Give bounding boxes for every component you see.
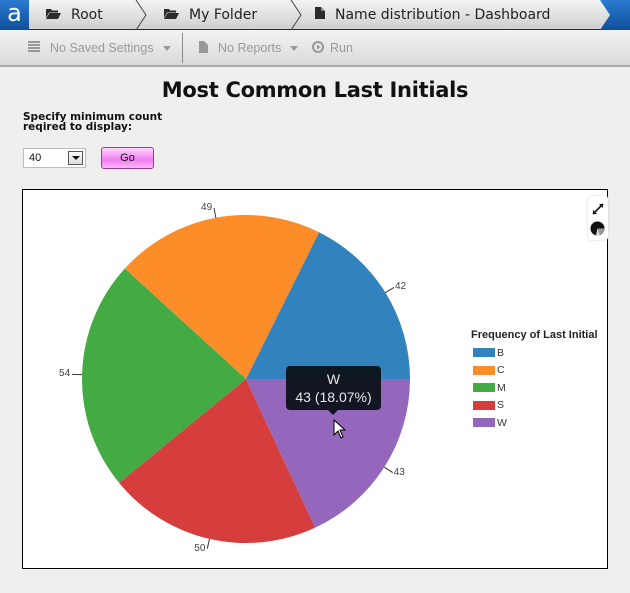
breadcrumb-root-label: Root (71, 7, 103, 23)
min-count-label-line1: Specify minimum count (23, 111, 163, 123)
go-button[interactable]: Go (101, 147, 154, 169)
dropdown-arrow-icon[interactable] (68, 151, 83, 165)
legend-label: S (497, 399, 505, 412)
document-icon (315, 7, 325, 23)
data-label-s: 50 (194, 542, 206, 554)
legend-title: Frequency of Last Initial (471, 329, 598, 341)
toolbar: No Saved Settings No Reports Run (0, 31, 630, 67)
pie-slice-w[interactable] (246, 379, 410, 528)
legend-swatch (473, 400, 495, 410)
legend-swatch (473, 348, 495, 358)
breadcrumb-separator-icon (290, 0, 302, 30)
legend-item-w[interactable]: W (471, 414, 598, 432)
min-count-label: Specify minimum count reqired to display… (23, 111, 163, 133)
saved-settings-dropdown[interactable]: No Saved Settings (28, 31, 171, 65)
min-count-select[interactable]: 40 (23, 148, 86, 168)
folder-icon (164, 7, 179, 23)
pie-slice-s[interactable] (119, 379, 316, 543)
data-label-m: 54 (59, 368, 71, 380)
document-icon (199, 40, 208, 56)
tooltip-value: 43 (18.07%) (295, 389, 372, 405)
legend-item-s[interactable]: S (471, 397, 598, 415)
folder-icon (46, 7, 61, 23)
chevron-down-icon (162, 45, 171, 51)
min-count-value: 40 (29, 152, 42, 164)
legend-swatch (473, 383, 495, 393)
chevron-down-icon (290, 45, 299, 51)
legend-label: B (497, 346, 505, 359)
legend-item-m[interactable]: M (471, 379, 598, 397)
pie-slice-c[interactable] (124, 215, 320, 379)
pie-slice-b[interactable] (246, 232, 410, 379)
chart-tooltip: W 43 (18.07%) (286, 366, 381, 415)
mouse-cursor-icon (333, 418, 347, 443)
pie-chart (72, 207, 410, 549)
breadcrumb-separator-icon (135, 0, 147, 30)
run-button[interactable]: Run (312, 31, 353, 65)
legend-label: C (497, 364, 505, 377)
breadcrumb-dashboard-label: Name distribution - Dashboard (335, 7, 551, 23)
data-label-c: 49 (201, 201, 213, 213)
breadcrumb-bar: a Root My Folder Name distribution - Das… (0, 0, 630, 30)
legend-item-c[interactable]: C (471, 362, 598, 380)
legend-label: M (497, 381, 506, 394)
reports-label: No Reports (218, 41, 282, 55)
chart-tools (588, 196, 608, 240)
list-icon (28, 41, 40, 55)
breadcrumb-end-cap (600, 0, 630, 30)
pie-chart-icon[interactable] (590, 221, 605, 240)
legend-swatch (473, 365, 495, 375)
legend-swatch (473, 418, 495, 428)
legend-item-b[interactable]: B (471, 344, 598, 362)
breadcrumb-root[interactable]: Root (46, 0, 103, 30)
play-circle-icon (312, 40, 324, 56)
app-logo[interactable]: a (0, 0, 29, 30)
reports-dropdown[interactable]: No Reports (199, 31, 299, 65)
expand-icon[interactable] (592, 200, 604, 219)
run-label: Run (330, 41, 353, 55)
data-label-b: 42 (394, 281, 407, 293)
saved-settings-label: No Saved Settings (50, 41, 154, 55)
legend-label: W (497, 416, 507, 429)
pie-slice-m[interactable] (81, 268, 246, 483)
min-count-label-line2: reqired to display: (23, 121, 133, 133)
breadcrumb-dashboard[interactable]: Name distribution - Dashboard (315, 0, 550, 30)
page-title: Most Common Last Initials (161, 78, 469, 102)
tooltip-category: W (326, 371, 341, 387)
breadcrumb-my-folder-label: My Folder (189, 7, 258, 23)
breadcrumb-my-folder[interactable]: My Folder (164, 0, 257, 30)
data-label-w: 43 (393, 466, 405, 478)
toolbar-divider (182, 33, 183, 63)
